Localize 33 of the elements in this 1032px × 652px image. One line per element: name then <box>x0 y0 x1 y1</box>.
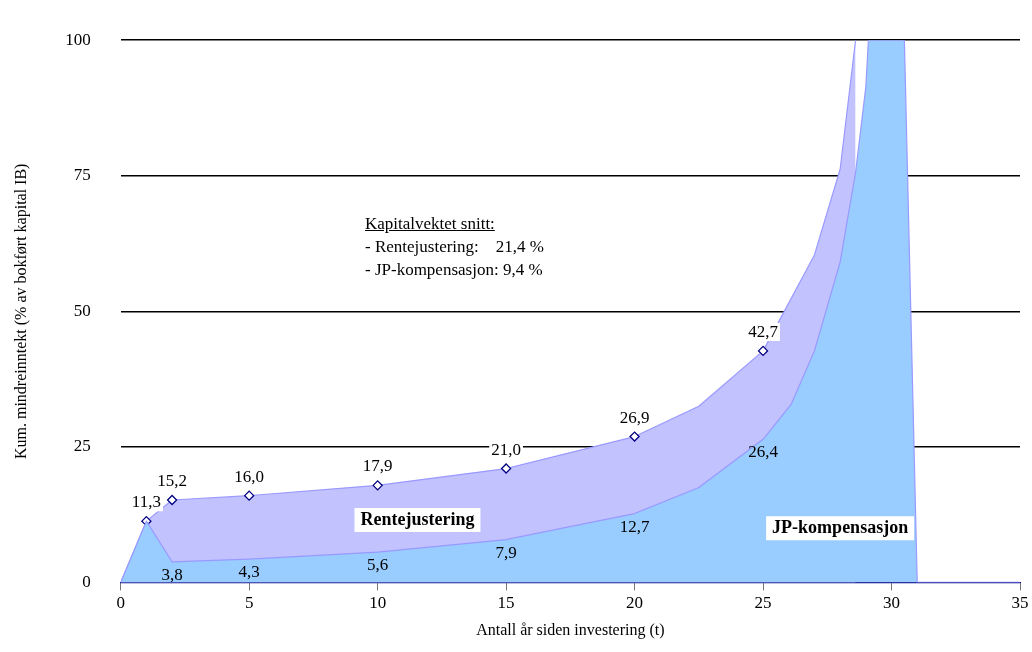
data-label: 11,3 <box>131 492 161 512</box>
x-tick-label: 0 <box>116 593 125 613</box>
data-label: 26,9 <box>619 407 650 427</box>
series-label: JP-kompensasjon <box>772 516 909 537</box>
data-label: 15,2 <box>157 470 187 490</box>
x-axis-title: Antall år siden investering (t) <box>476 620 665 639</box>
x-tick-label: 30 <box>883 593 901 613</box>
data-label: 12,7 <box>619 516 650 536</box>
annotation: - JP-kompensasjon: 9,4 % <box>365 259 544 281</box>
x-tick-label: 10 <box>369 593 387 613</box>
data-label: 42,7 <box>748 321 779 341</box>
data-label: 21,0 <box>491 439 521 459</box>
y-axis-title: Kum. mindreinntekt (% av bokført kapital IB) <box>11 163 30 460</box>
y-tick-label: 25 <box>73 436 91 456</box>
data-label: 16,0 <box>234 466 265 486</box>
data-label: 7,9 <box>495 542 517 562</box>
data-label: 17,9 <box>362 456 393 476</box>
x-tick-label: 25 <box>754 593 772 613</box>
y-tick-label: 75 <box>73 165 91 185</box>
x-tick-label: 20 <box>626 593 644 613</box>
x-tick-label: 15 <box>497 593 515 613</box>
x-tick-label: 5 <box>244 593 254 613</box>
y-tick-label: 0 <box>82 571 91 591</box>
data-label: 5,6 <box>367 555 389 575</box>
data-label: 4,3 <box>238 562 260 582</box>
y-tick-label: 100 <box>65 29 91 49</box>
x-tick-label: 35 <box>1011 593 1029 613</box>
data-label: 3,8 <box>161 564 183 584</box>
y-tick-label: 50 <box>73 300 91 320</box>
annotation: Kapitalvektet snitt: <box>365 213 496 235</box>
annotation: - Rentejustering: 21,4 % <box>365 236 544 258</box>
series-label: Rentejustering <box>360 508 475 529</box>
data-label: 26,4 <box>748 442 779 462</box>
